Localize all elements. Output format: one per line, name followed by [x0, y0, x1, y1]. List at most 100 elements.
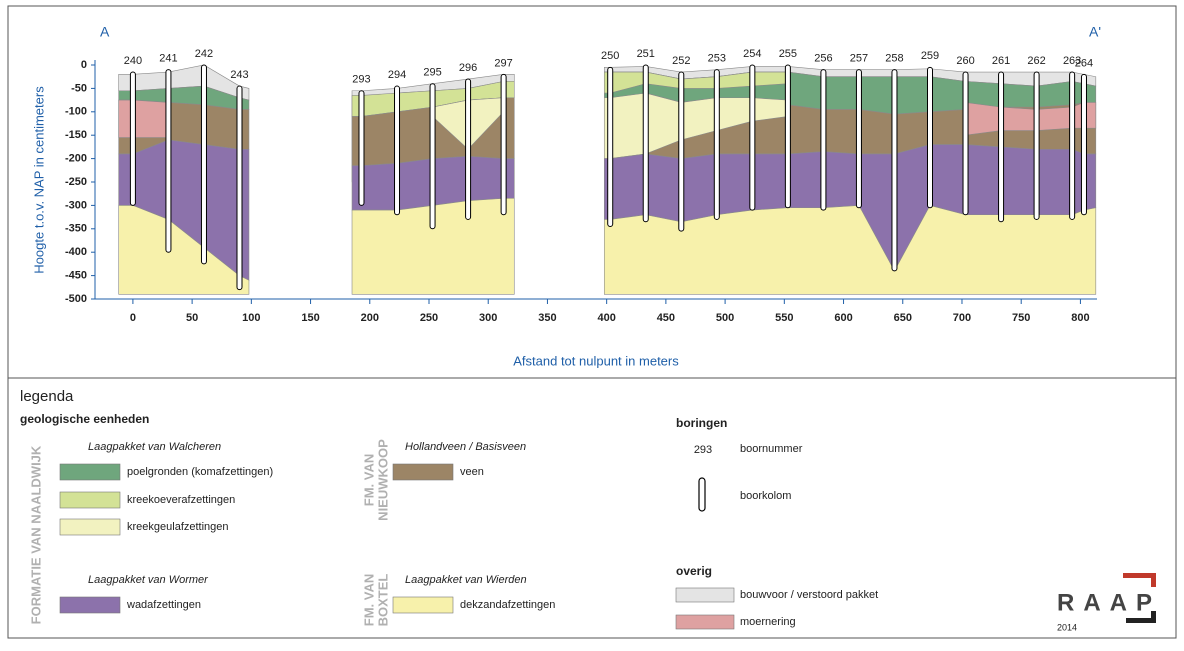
- legend-label: moernering: [740, 616, 796, 628]
- layer: [603, 205, 1097, 295]
- boring: [500, 73, 507, 216]
- layer: [118, 99, 169, 138]
- legend-boring: [698, 477, 706, 512]
- boring: [820, 69, 827, 211]
- x-tick-label: 600: [834, 312, 852, 324]
- boring: [1033, 71, 1040, 220]
- x-tick-label: 50: [186, 312, 198, 324]
- boring: [927, 66, 933, 209]
- boring-number: 294: [388, 69, 406, 81]
- boring-number: 264: [1075, 57, 1093, 69]
- logo-year: 2014: [1057, 622, 1077, 632]
- legend-label: kreekgeulafzettingen: [127, 521, 229, 533]
- y-tick-label: -350: [65, 223, 87, 235]
- legend-label: dekzandafzettingen: [460, 599, 555, 611]
- legend-swatch: [59, 596, 121, 614]
- formation-label: BOXTEL: [375, 574, 390, 627]
- boring: [713, 69, 720, 220]
- boring: [962, 71, 969, 216]
- boring-number: 251: [637, 48, 655, 60]
- boring-number: 295: [423, 67, 441, 79]
- boring-number: 253: [708, 53, 726, 65]
- formation-label: NIEUWKOOP: [375, 439, 390, 521]
- boring: [678, 71, 685, 232]
- boring-number: 262: [1027, 55, 1045, 67]
- x-tick-label: 750: [1012, 312, 1030, 324]
- boring-number: 296: [459, 62, 477, 74]
- boring: [855, 69, 862, 209]
- legend-swatch: [675, 614, 735, 630]
- boring: [429, 83, 436, 230]
- y-tick-label: -150: [65, 129, 87, 141]
- frame: [7, 5, 1177, 639]
- legend-heading: boringen: [676, 416, 727, 430]
- boring-number: 255: [779, 48, 797, 60]
- y-tick-label: -400: [65, 246, 87, 258]
- boring-number: 254: [743, 48, 761, 60]
- legend-label: boornummer: [740, 443, 803, 455]
- x-tick-label: 550: [775, 312, 793, 324]
- y-tick-label: -100: [65, 106, 87, 118]
- boring-number: 263: [1063, 55, 1081, 67]
- legend: legenda geologische eenheden FORMATIE VA…: [20, 388, 1156, 632]
- boring-number: 256: [814, 53, 832, 65]
- boring-number: 252: [672, 55, 690, 67]
- x-tick-label: 250: [420, 312, 438, 324]
- y-tick-label: 0: [81, 59, 87, 71]
- x-axis-label: Afstand tot nulpunt in meters: [513, 353, 679, 368]
- legend-label: kreekoeverafzettingen: [127, 494, 235, 506]
- y-tick-label: -200: [65, 153, 87, 165]
- y-tick-label: -50: [71, 82, 87, 94]
- y-tick-label: -250: [65, 176, 87, 188]
- boring-number: 240: [124, 55, 142, 67]
- y-axis-label: Hoogte t.o.v. NAP in centimeters: [31, 86, 46, 274]
- boring: [784, 64, 791, 209]
- boring: [236, 85, 243, 291]
- legend-subgroup: Laagpakket van Wierden: [405, 574, 527, 586]
- section-label: A': [1089, 24, 1101, 40]
- boring: [200, 64, 207, 265]
- legend-swatch: [59, 518, 121, 536]
- formation-label: FORMATIE VAN NAALDWIJK: [28, 445, 43, 624]
- boring-number: 261: [992, 55, 1010, 67]
- x-tick-label: 0: [130, 312, 136, 324]
- legend-label: wadafzettingen: [126, 599, 201, 611]
- formation-label: FM. VAN: [361, 454, 376, 506]
- x-tick-label: 100: [242, 312, 260, 324]
- boring: [465, 78, 472, 220]
- legend-swatch: [59, 463, 121, 481]
- section-label: A: [100, 24, 110, 40]
- boring: [642, 64, 649, 223]
- legend-title: legenda: [20, 388, 74, 405]
- boring: [891, 69, 898, 272]
- legend-heading: geologische eenheden: [20, 412, 149, 426]
- x-tick-label: 350: [538, 312, 556, 324]
- legend-label: bouwvoor / verstoord pakket: [740, 589, 878, 601]
- borings: 240 241 242 243 293 294 295 296 297 250 251 252 253 2…: [124, 48, 1093, 291]
- boring: [358, 90, 365, 206]
- boring: [129, 71, 136, 206]
- x-tick-label: 500: [716, 312, 734, 324]
- boring: [998, 71, 1005, 223]
- boring: [165, 69, 172, 253]
- boring-number: 258: [885, 53, 903, 65]
- legend-example: 293: [694, 444, 712, 456]
- legend-swatch: [392, 463, 454, 481]
- legend-subgroup: Laagpakket van Wormer: [88, 574, 209, 586]
- boring: [394, 85, 401, 216]
- x-tick-label: 650: [894, 312, 912, 324]
- boring-number: 250: [601, 50, 619, 62]
- x-tick-label: 150: [301, 312, 319, 324]
- boring: [1069, 71, 1076, 220]
- legend-subgroup: Laagpakket van Walcheren: [88, 441, 221, 453]
- formation-label: FM. VAN: [361, 574, 376, 626]
- legend-label: boorkolom: [740, 490, 791, 502]
- x-tick-label: 400: [597, 312, 615, 324]
- boring: [749, 64, 756, 211]
- y-tick-label: -500: [65, 293, 87, 305]
- boring: [607, 66, 614, 227]
- logo-mark: [1123, 573, 1156, 587]
- boring-number: 242: [195, 48, 213, 60]
- x-tick-label: 200: [361, 312, 379, 324]
- boring-number: 259: [921, 50, 939, 62]
